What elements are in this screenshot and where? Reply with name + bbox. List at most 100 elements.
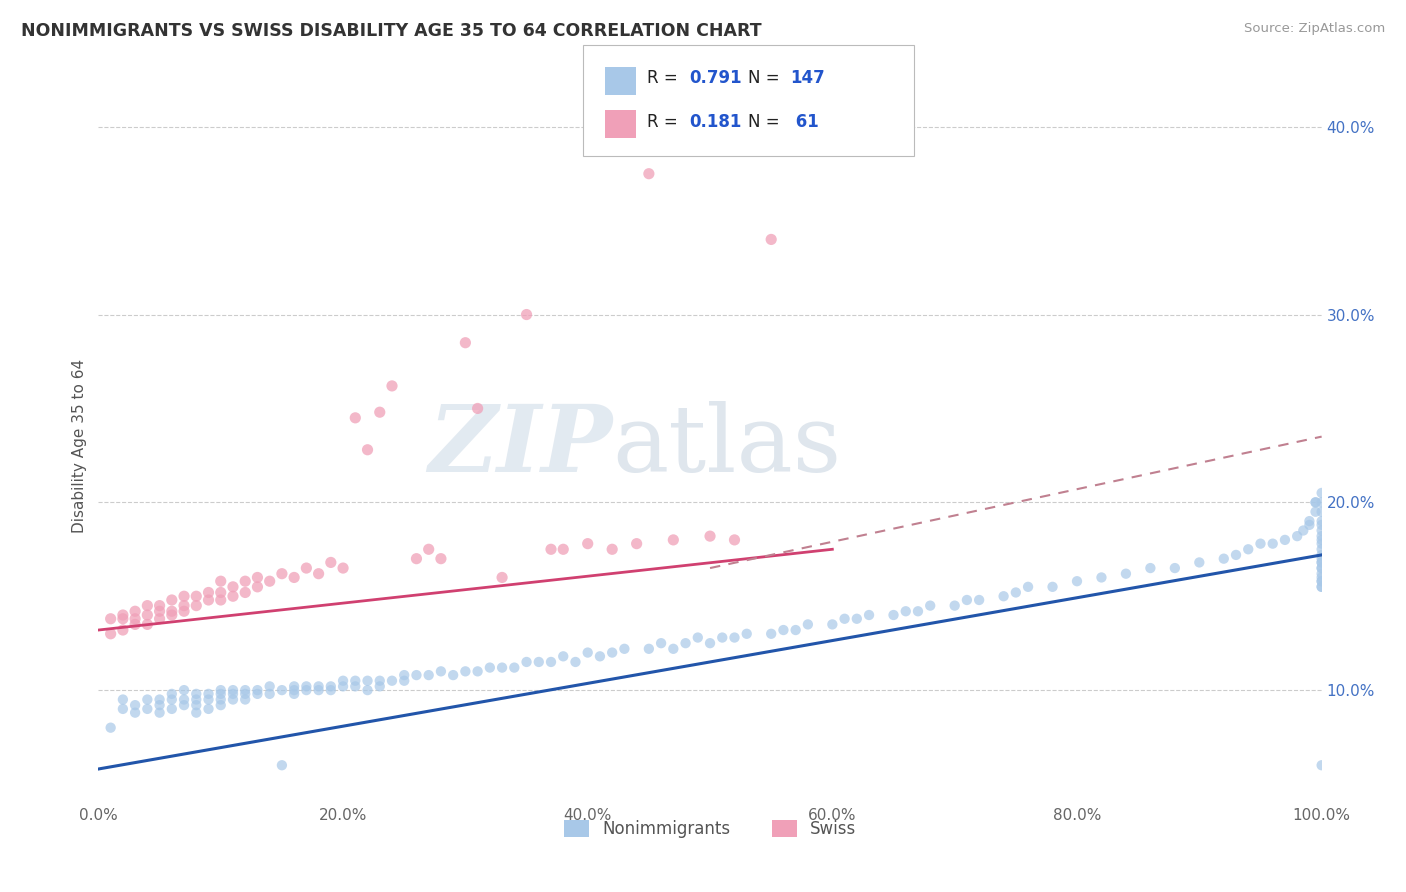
Point <box>160 687 183 701</box>
Point <box>160 692 183 706</box>
Point <box>1310 566 1333 581</box>
Point <box>1310 551 1333 566</box>
Point <box>1310 505 1333 519</box>
Point <box>344 679 367 693</box>
Point <box>308 683 330 698</box>
Point <box>209 585 232 599</box>
Point <box>356 673 378 688</box>
Point <box>186 698 208 713</box>
Point <box>160 593 183 607</box>
Point <box>1212 551 1234 566</box>
Point <box>283 679 305 693</box>
Point <box>1249 536 1271 550</box>
Point <box>637 167 661 181</box>
Point <box>626 536 648 550</box>
Point <box>186 589 208 603</box>
Point <box>735 627 758 641</box>
Point <box>308 679 330 693</box>
Point <box>662 533 685 547</box>
Point <box>259 679 281 693</box>
Y-axis label: Disability Age 35 to 64: Disability Age 35 to 64 <box>72 359 87 533</box>
Point <box>723 631 745 645</box>
Point <box>233 574 256 589</box>
Point <box>1310 548 1333 562</box>
Point <box>124 617 146 632</box>
Point <box>785 623 807 637</box>
Point <box>845 612 868 626</box>
Point <box>1139 561 1161 575</box>
Point <box>699 529 721 543</box>
Point <box>197 593 219 607</box>
Point <box>478 660 501 674</box>
Text: atlas: atlas <box>612 401 841 491</box>
Point <box>173 589 195 603</box>
Point <box>1310 556 1333 570</box>
Point <box>1310 574 1333 589</box>
Point <box>344 410 367 425</box>
Point <box>1188 556 1211 570</box>
Point <box>564 655 586 669</box>
Point <box>246 570 269 584</box>
Point <box>1310 758 1333 772</box>
Point <box>405 668 427 682</box>
Point <box>1042 580 1064 594</box>
Point <box>454 335 477 350</box>
Point <box>173 683 195 698</box>
Point <box>233 687 256 701</box>
Point <box>222 692 245 706</box>
Point <box>283 570 305 584</box>
Point <box>1310 580 1333 594</box>
Point <box>319 683 342 698</box>
Point <box>761 232 783 246</box>
Point <box>149 698 172 713</box>
Point <box>270 758 294 772</box>
Point <box>124 612 146 626</box>
Point <box>149 604 172 618</box>
Point <box>111 702 134 716</box>
Point <box>173 692 195 706</box>
Point <box>650 636 672 650</box>
Point <box>381 673 404 688</box>
Text: R =: R = <box>647 70 683 87</box>
Point <box>1298 517 1320 532</box>
Point <box>711 631 734 645</box>
Point <box>1310 542 1333 557</box>
Point <box>295 683 318 698</box>
Point <box>222 687 245 701</box>
Point <box>761 627 783 641</box>
Point <box>467 665 489 679</box>
Point <box>858 607 880 622</box>
Point <box>149 706 172 720</box>
Point <box>209 593 232 607</box>
Point <box>834 612 856 626</box>
Point <box>136 692 159 706</box>
Point <box>418 668 440 682</box>
Point <box>1261 536 1284 550</box>
Point <box>368 405 391 419</box>
Point <box>233 585 256 599</box>
Point <box>515 308 537 322</box>
Point <box>246 683 269 698</box>
Point <box>894 604 917 618</box>
Point <box>332 679 354 693</box>
Point <box>503 660 526 674</box>
Point <box>209 692 232 706</box>
Point <box>1310 574 1333 589</box>
Text: Source: ZipAtlas.com: Source: ZipAtlas.com <box>1244 22 1385 36</box>
Point <box>907 604 929 618</box>
Text: 147: 147 <box>790 70 825 87</box>
Point <box>100 627 122 641</box>
Point <box>295 679 318 693</box>
Point <box>136 702 159 716</box>
Point <box>173 698 195 713</box>
Point <box>283 683 305 698</box>
Point <box>270 683 294 698</box>
Point <box>197 585 219 599</box>
Point <box>1310 486 1333 500</box>
Text: R =: R = <box>647 113 683 131</box>
Point <box>540 542 562 557</box>
Point <box>186 692 208 706</box>
Point <box>1310 570 1333 584</box>
Point <box>124 706 146 720</box>
Point <box>100 721 122 735</box>
